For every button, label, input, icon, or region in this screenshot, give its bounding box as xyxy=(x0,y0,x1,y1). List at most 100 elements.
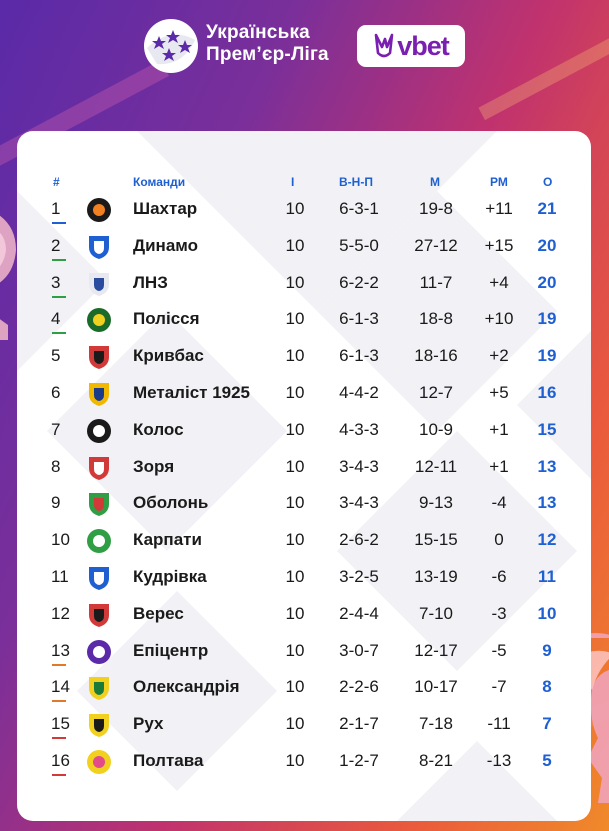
wins-draws-losses: 2-2-6 xyxy=(339,677,379,697)
goals: 7-18 xyxy=(418,714,454,734)
header-wdl: В-Н-П xyxy=(339,175,373,189)
table-row: 10 Карпати 10 2-6-2 15-15 0 12 xyxy=(17,522,591,558)
games-played: 10 xyxy=(285,309,305,329)
wins-draws-losses: 2-4-4 xyxy=(339,603,379,623)
goal-difference: -3 xyxy=(491,603,507,623)
position: 6 xyxy=(51,383,61,402)
league-title-line2: Прем’єр-Ліга xyxy=(206,44,329,65)
goals: 11-7 xyxy=(419,272,453,292)
polissya-logo-icon xyxy=(87,308,111,333)
position: 10 xyxy=(51,530,70,550)
header: Українська Прем’єр-Ліга vbet xyxy=(0,16,609,76)
position: 5 xyxy=(51,346,61,366)
goal-difference: -5 xyxy=(491,640,507,660)
goal-difference: -4 xyxy=(491,493,507,513)
games-played: 10 xyxy=(285,714,305,734)
team-name: Кривбас xyxy=(133,346,204,366)
wins-draws-losses: 3-4-3 xyxy=(339,456,379,476)
zone-indicator xyxy=(52,737,66,740)
table-row: 5 Кривбас 10 6-1-3 18-16 +2 19 xyxy=(17,338,591,374)
poltava-logo-icon xyxy=(87,750,111,774)
points: 5 xyxy=(542,751,552,770)
wins-draws-losses: 4-4-2 xyxy=(339,383,379,402)
position: 4 xyxy=(51,309,61,329)
zone-indicator xyxy=(52,258,66,261)
team-name: Карпати xyxy=(133,530,202,550)
goal-difference: -11 xyxy=(487,714,511,734)
points: 20 xyxy=(537,272,557,292)
games-played: 10 xyxy=(285,199,305,218)
header-goal-diff: РМ xyxy=(490,175,508,189)
sponsor-name: vbet xyxy=(397,30,450,61)
points: 16 xyxy=(537,383,557,402)
table-row: 6 Металіст 1925 10 4-4-2 12-7 +5 16 xyxy=(17,375,591,411)
team-name: Олександрія xyxy=(133,677,240,697)
table-row: 15 Рух 10 2-1-7 7-18 -11 7 xyxy=(17,706,591,742)
points: 19 xyxy=(537,346,557,366)
position: 8 xyxy=(51,456,61,476)
wins-draws-losses: 3-2-5 xyxy=(339,567,379,586)
table-row: 12 Верес 10 2-4-4 7-10 -3 10 xyxy=(17,596,591,632)
team-name: Рух xyxy=(133,714,164,734)
goals: 10-9 xyxy=(418,419,454,439)
header-position: # xyxy=(53,175,60,189)
team-name: Металіст 1925 xyxy=(133,383,251,402)
lnz-logo-icon xyxy=(89,272,109,296)
position: 16 xyxy=(51,751,70,770)
wins-draws-losses: 4-3-3 xyxy=(339,419,379,439)
points: 11 xyxy=(538,567,556,586)
games-played: 10 xyxy=(285,530,305,550)
games-played: 10 xyxy=(285,235,305,255)
position: 11 xyxy=(51,567,69,586)
team-name: Динамо xyxy=(133,235,199,255)
header-goals: М xyxy=(430,175,440,189)
goal-difference: +15 xyxy=(484,235,514,255)
league-logo-icon xyxy=(144,19,198,73)
table-row: 4 Полісся 10 6-1-3 18-8 +10 19 xyxy=(17,301,591,337)
games-played: 10 xyxy=(285,640,305,660)
goals: 12-11 xyxy=(414,456,458,476)
points: 8 xyxy=(542,677,552,697)
team-name: ЛНЗ xyxy=(133,272,168,292)
table-row: 16 Полтава 10 1-2-7 8-21 -13 5 xyxy=(17,743,591,779)
team-name: Полтава xyxy=(133,751,204,770)
games-played: 10 xyxy=(285,677,305,697)
wins-draws-losses: 6-1-3 xyxy=(339,309,379,329)
goals: 12-7 xyxy=(418,383,454,402)
goal-difference: +11 xyxy=(485,199,513,218)
standings-card: # Команди І В-Н-П М РМ О 1 Шахтар 10 6-3… xyxy=(17,131,591,821)
zone-indicator xyxy=(52,663,66,666)
table-row: 9 Оболонь 10 3-4-3 9-13 -4 13 xyxy=(17,485,591,521)
league-title: Українська Прем’єр-Ліга xyxy=(206,22,329,66)
goals: 15-15 xyxy=(414,530,458,550)
card-background-pattern xyxy=(17,131,591,821)
position: 15 xyxy=(51,714,70,734)
team-name: Зоря xyxy=(133,456,175,476)
dynamo-logo-icon xyxy=(89,235,109,259)
goal-difference: +1 xyxy=(489,419,509,439)
team-name: Колос xyxy=(133,419,184,439)
veres-logo-icon xyxy=(89,603,109,627)
wins-draws-losses: 5-5-0 xyxy=(339,235,379,255)
points: 19 xyxy=(537,309,557,329)
position: 12 xyxy=(51,603,70,623)
goal-difference: -13 xyxy=(486,751,512,770)
points: 10 xyxy=(537,603,557,623)
goals: 7-10 xyxy=(418,603,454,623)
vbet-hand-icon xyxy=(374,33,394,58)
team-name: Шахтар xyxy=(133,199,198,218)
oleksandriya-logo-icon xyxy=(89,677,109,701)
header-team: Команди xyxy=(133,175,186,189)
goal-difference: +4 xyxy=(489,272,509,292)
kolos-logo-icon xyxy=(87,418,111,443)
wins-draws-losses: 6-3-1 xyxy=(339,199,379,218)
games-played: 10 xyxy=(285,419,305,439)
trophy-icon xyxy=(0,215,16,340)
points: 21 xyxy=(537,199,557,218)
position: 14 xyxy=(51,677,70,697)
metalist-logo-icon xyxy=(89,383,109,406)
wins-draws-losses: 2-6-2 xyxy=(339,530,379,550)
games-played: 10 xyxy=(285,603,305,623)
games-played: 10 xyxy=(285,456,305,476)
position: 9 xyxy=(51,493,61,513)
